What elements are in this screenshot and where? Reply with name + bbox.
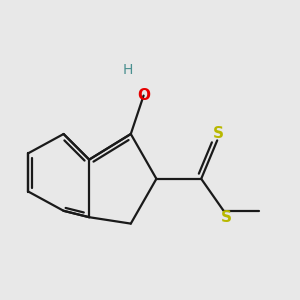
Text: H: H (122, 63, 133, 77)
Text: S: S (221, 210, 232, 225)
Text: O: O (137, 88, 150, 103)
Text: S: S (213, 126, 224, 141)
